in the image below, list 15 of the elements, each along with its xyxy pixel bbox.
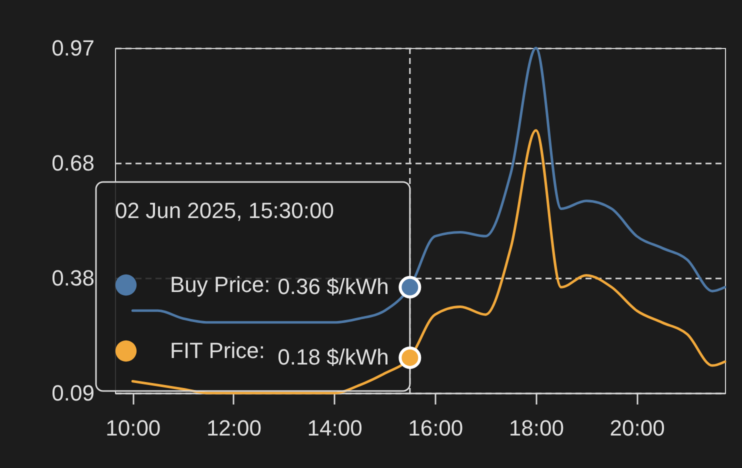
x-tick-label: 20:00 bbox=[610, 416, 665, 440]
y-tick-label: 0.68 bbox=[52, 150, 94, 176]
legend-title: 02 Jun 2025, 15:30:00 bbox=[115, 198, 334, 223]
x-tick-label: 14:00 bbox=[307, 416, 362, 440]
x-tick-label: 16:00 bbox=[408, 416, 464, 440]
y-tick-label: 0.38 bbox=[52, 266, 94, 291]
legend-label: FIT Price: bbox=[170, 338, 265, 363]
x-tick-label: 10:00 bbox=[106, 416, 161, 440]
y-tick-label: 0.09 bbox=[52, 380, 94, 406]
y-tick-label: 0.97 bbox=[52, 36, 94, 60]
legend-label: Buy Price: bbox=[170, 272, 270, 297]
data-label: 0.36 $/kWh bbox=[278, 274, 389, 300]
data-label: 0.18 $/kWh bbox=[278, 344, 389, 370]
x-tick-label: 18:00 bbox=[508, 416, 564, 440]
x-tick-label: 12:00 bbox=[206, 416, 262, 440]
